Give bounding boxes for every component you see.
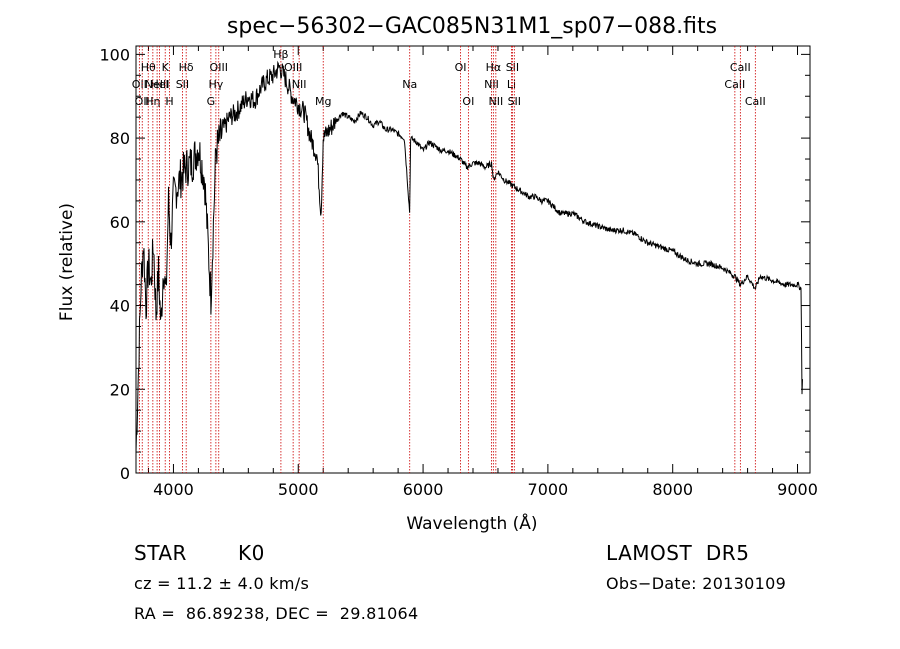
plot-area: 4000 5000 6000 7000 8000 9000 0 20 40 60 80 100 OII O…	[99, 45, 817, 499]
spectrum-line	[135, 60, 803, 453]
spectral-line-label: H	[165, 95, 173, 108]
spectral-line-label: NeIII	[145, 78, 170, 91]
spectral-line-label: Na	[402, 78, 417, 91]
y-tick-label: 20	[110, 380, 130, 399]
spectral-line-label: G	[207, 95, 216, 108]
y-tick-label: 60	[110, 213, 130, 232]
x-tick-label: 8000	[652, 480, 693, 499]
spectral-line-label: CaII	[724, 78, 745, 91]
survey-name: LAMOST DR5	[606, 541, 750, 565]
spectral-line-label: K	[162, 61, 170, 74]
spectral-line-label: Mg	[315, 95, 331, 108]
redshift-readout: cz = 11.2 ± 4.0 km/s	[134, 574, 310, 593]
x-tick-label: 9000	[777, 480, 818, 499]
chart-title: spec−56302−GAC085N31M1_sp07−088.fits	[227, 14, 717, 39]
spectral-line-label: Hγ	[208, 78, 223, 91]
coordinates-readout: RA = 86.89238, DEC = 29.81064	[134, 604, 419, 623]
spectral-line-label: OIII	[284, 61, 302, 74]
spectral-line-label: OI	[455, 61, 467, 74]
x-tick-label: 5000	[278, 480, 319, 499]
spectral-line-label: NII	[488, 95, 503, 108]
y-tick-label: 100	[99, 45, 130, 64]
spectral-line-label: SII	[506, 61, 519, 74]
object-class: STAR	[134, 541, 187, 565]
x-axis-label: Wavelength (Å)	[406, 512, 537, 534]
spectral-line-label: OI	[462, 95, 474, 108]
x-tick-label: 4000	[153, 480, 194, 499]
spectral-line-label: SII	[176, 78, 189, 91]
object-subclass: K0	[238, 541, 265, 565]
obs-date: Obs−Date: 20130109	[606, 574, 787, 593]
spectral-line-label: CaII	[745, 95, 766, 108]
spectral-line-label: OII	[132, 78, 147, 91]
spectral-line-label: OII	[135, 95, 150, 108]
spectral-line-label: NII	[292, 78, 307, 91]
spectral-line-label: Hα	[486, 61, 502, 74]
spectral-line-label: Hδ	[179, 61, 194, 74]
spectral-line-label: SII	[508, 95, 521, 108]
y-axis-label: Flux (relative)	[57, 203, 77, 321]
spectral-line-label: Hθ	[141, 61, 156, 74]
spectral-line-label: NII	[484, 78, 499, 91]
spectral-line-label: Hη	[145, 95, 160, 108]
spectral-line-label: CaII	[730, 61, 751, 74]
y-tick-label: 0	[120, 464, 130, 483]
spectral-line-label: OIII	[210, 61, 228, 74]
y-tick-label: 40	[110, 297, 130, 316]
spectral-line-label: HeI	[150, 78, 168, 91]
x-tick-label: 6000	[403, 480, 444, 499]
y-tick-label: 80	[110, 129, 130, 148]
spectral-line-label: Hβ	[273, 48, 288, 61]
spectral-line-label: Li	[507, 78, 516, 91]
x-tick-label: 7000	[528, 480, 569, 499]
